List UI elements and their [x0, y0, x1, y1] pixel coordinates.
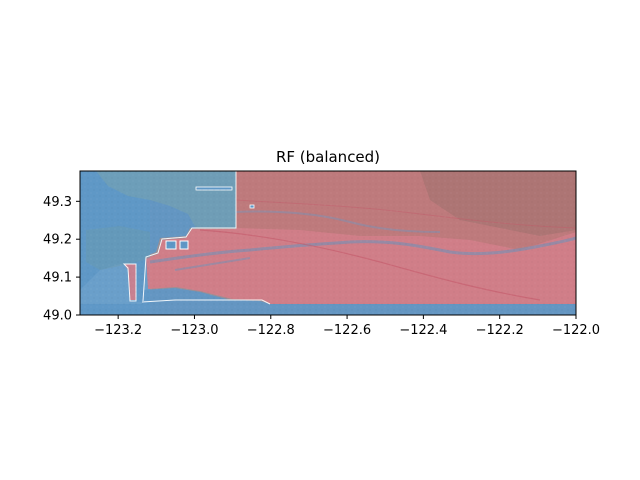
chart-title: RF (balanced) [276, 148, 380, 166]
x-axis: −123.2 −123.0 −122.8 −122.6 −122.4 −122.2 −122… [94, 315, 600, 338]
x-tick-label: −122.4 [399, 323, 447, 338]
axes-frame [79, 170, 577, 316]
y-axis: 49.0 49.1 49.2 49.3 [43, 195, 80, 324]
x-tick-label: −122.6 [323, 323, 371, 338]
x-tick-label: −122.8 [247, 323, 295, 338]
x-tick-label: −122.2 [476, 323, 524, 338]
x-tick-label: −123.2 [94, 323, 142, 338]
x-tick-label: −122.0 [552, 323, 600, 338]
x-tick-label: −123.0 [170, 323, 218, 338]
map-texture [80, 171, 576, 315]
y-tick-label: 49.1 [43, 271, 72, 286]
y-tick-label: 49.0 [43, 309, 72, 324]
map-panel [80, 171, 576, 315]
y-tick-label: 49.2 [43, 233, 72, 248]
y-tick-label: 49.3 [43, 195, 72, 210]
